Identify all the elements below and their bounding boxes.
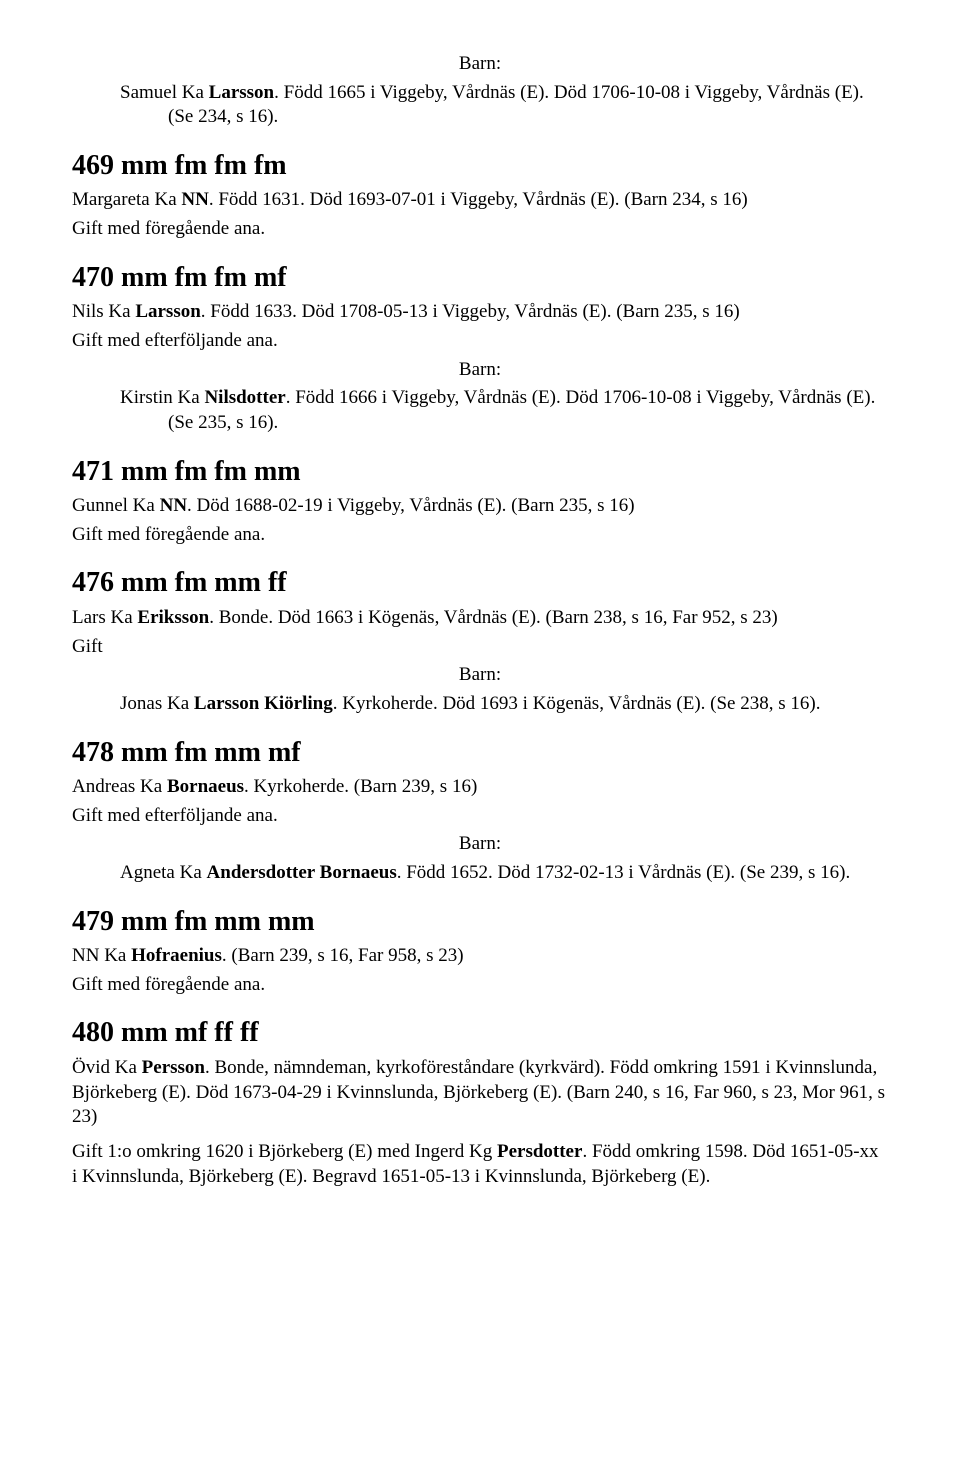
text-before: Jonas Ka xyxy=(120,693,194,714)
text-before: Samuel Ka xyxy=(120,82,209,103)
section-heading: 479 mm fm mm mm xyxy=(72,904,888,940)
extra-paragraph: Gift 1:o omkring 1620 i Björkeberg (E) m… xyxy=(72,1140,888,1189)
gift-line: Gift med efterföljande ana. xyxy=(72,804,888,829)
text-before: Övid Ka xyxy=(72,1057,142,1078)
gift-line: Gift med efterföljande ana. xyxy=(72,329,888,354)
text-before: Lars Ka xyxy=(72,607,137,628)
text-after: . Född 1631. Död 1693-07-01 i Viggeby, V… xyxy=(209,189,748,210)
barn-label: Barn: xyxy=(72,52,888,77)
person-surname: Hofraenius xyxy=(131,945,222,966)
person-line: Lars Ka Eriksson. Bonde. Död 1663 i Köge… xyxy=(72,606,888,631)
barn-label: Barn: xyxy=(72,663,888,688)
section-heading: 469 mm fm fm fm xyxy=(72,148,888,184)
person-surname: Eriksson xyxy=(137,607,209,628)
gift-line: Gift med föregående ana. xyxy=(72,217,888,242)
text-after: . Bonde. Död 1663 i Kögenäs, Vårdnäs (E)… xyxy=(209,607,778,628)
text-after: . Född 1633. Död 1708-05-13 i Viggeby, V… xyxy=(201,301,740,322)
section-heading: 480 mm mf ff ff xyxy=(72,1015,888,1051)
barn-label: Barn: xyxy=(72,832,888,857)
child-entry: Jonas Ka Larsson Kiörling. Kyrkoherde. D… xyxy=(120,692,888,717)
child-entry: Kirstin Ka Nilsdotter. Född 1666 i Vigge… xyxy=(120,386,888,435)
text-after: . Död 1688-02-19 i Viggeby, Vårdnäs (E).… xyxy=(187,495,635,516)
gift-line: Gift xyxy=(72,635,888,660)
section-heading: 476 mm fm mm ff xyxy=(72,565,888,601)
gift-line: Gift med föregående ana. xyxy=(72,523,888,548)
person-surname: Larsson xyxy=(135,301,200,322)
person-surname: Larsson Kiörling xyxy=(194,693,333,714)
person-surname: Larsson xyxy=(209,82,274,103)
person-surname: Persson xyxy=(142,1057,205,1078)
text-after: . Kyrkoherde. Död 1693 i Kögenäs, Vårdnä… xyxy=(333,693,821,714)
person-line: NN Ka Hofraenius. (Barn 239, s 16, Far 9… xyxy=(72,944,888,969)
section-heading: 478 mm fm mm mf xyxy=(72,735,888,771)
text-before: Kirstin Ka xyxy=(120,387,204,408)
text-before: Gunnel Ka xyxy=(72,495,160,516)
person-surname: Bornaeus xyxy=(167,776,244,797)
text-before: Andreas Ka xyxy=(72,776,167,797)
section-heading: 471 mm fm fm mm xyxy=(72,454,888,490)
person-surname: Persdotter xyxy=(497,1141,582,1162)
section-heading: 470 mm fm fm mf xyxy=(72,260,888,296)
text-before: NN Ka xyxy=(72,945,131,966)
person-line: Andreas Ka Bornaeus. Kyrkoherde. (Barn 2… xyxy=(72,775,888,800)
person-surname: Nilsdotter xyxy=(204,387,285,408)
text-after: . (Barn 239, s 16, Far 958, s 23) xyxy=(222,945,464,966)
person-surname: NN xyxy=(160,495,187,516)
person-line: Nils Ka Larsson. Född 1633. Död 1708-05-… xyxy=(72,300,888,325)
text-after: . Född 1652. Död 1732-02-13 i Vårdnäs (E… xyxy=(397,862,851,883)
person-surname: NN xyxy=(181,189,208,210)
child-entry: Samuel Ka Larsson. Född 1665 i Viggeby, … xyxy=(120,81,888,130)
text-before: Gift 1:o omkring 1620 i Björkeberg (E) m… xyxy=(72,1141,497,1162)
person-line: Margareta Ka NN. Född 1631. Död 1693-07-… xyxy=(72,188,888,213)
text-before: Agneta Ka xyxy=(120,862,207,883)
person-surname: Andersdotter Bornaeus xyxy=(207,862,397,883)
text-before: Nils Ka xyxy=(72,301,135,322)
child-entry: Agneta Ka Andersdotter Bornaeus. Född 16… xyxy=(120,861,888,886)
text-before: Margareta Ka xyxy=(72,189,181,210)
text-after: . Kyrkoherde. (Barn 239, s 16) xyxy=(244,776,477,797)
person-line: Övid Ka Persson. Bonde, nämndeman, kyrko… xyxy=(72,1056,888,1130)
person-line: Gunnel Ka NN. Död 1688-02-19 i Viggeby, … xyxy=(72,494,888,519)
barn-label: Barn: xyxy=(72,358,888,383)
gift-line: Gift med föregående ana. xyxy=(72,973,888,998)
